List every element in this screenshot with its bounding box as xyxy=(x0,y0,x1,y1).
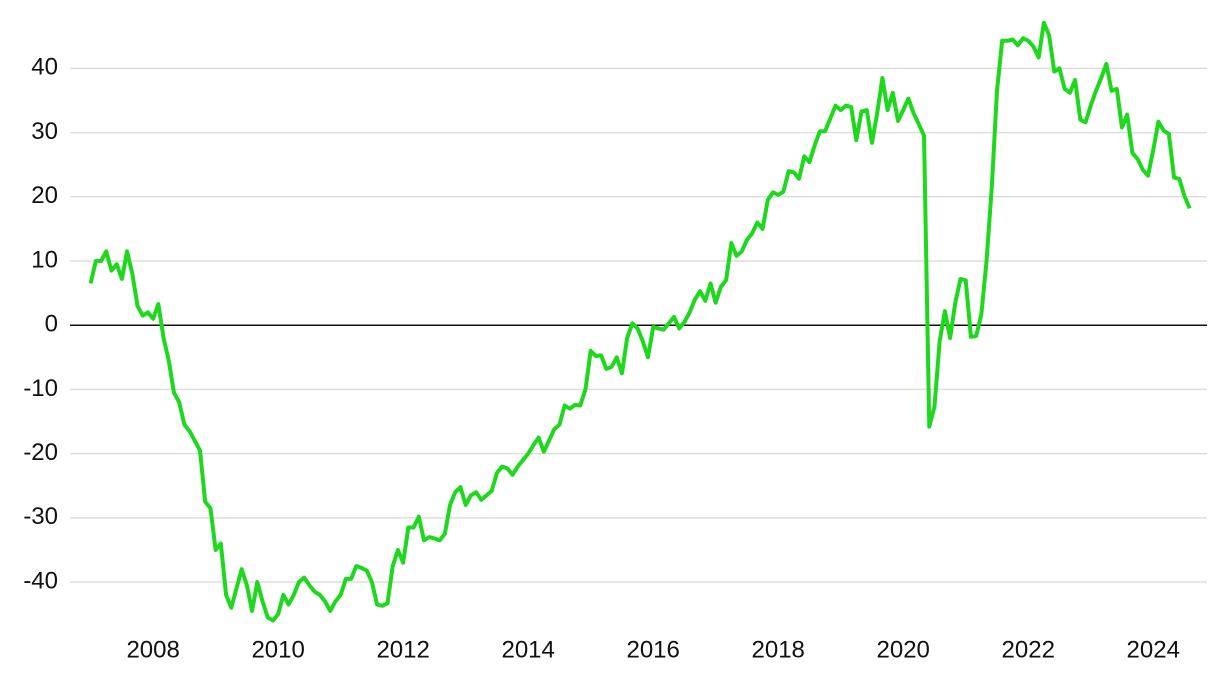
y-tick-label: -20 xyxy=(23,439,58,466)
x-tick-label: 2022 xyxy=(1002,636,1055,663)
y-tick-label: -40 xyxy=(23,567,58,594)
x-tick-label: 2024 xyxy=(1127,636,1180,663)
x-tick-label: 2008 xyxy=(126,636,179,663)
x-tick-label: 2020 xyxy=(877,636,930,663)
x-tick-label: 2012 xyxy=(376,636,429,663)
x-tick-label: 2016 xyxy=(626,636,679,663)
y-tick-label: -30 xyxy=(23,503,58,530)
x-tick-label: 2018 xyxy=(752,636,805,663)
y-tick-label: 40 xyxy=(31,54,58,81)
y-tick-label: 10 xyxy=(31,246,58,273)
y-tick-label: 0 xyxy=(45,311,58,338)
data-line xyxy=(88,20,1192,623)
y-tick-label: 20 xyxy=(31,182,58,209)
x-tick-label: 2010 xyxy=(251,636,304,663)
x-tick-label: 2014 xyxy=(501,636,554,663)
y-tick-label: 30 xyxy=(31,118,58,145)
y-tick-label: -10 xyxy=(23,375,58,402)
